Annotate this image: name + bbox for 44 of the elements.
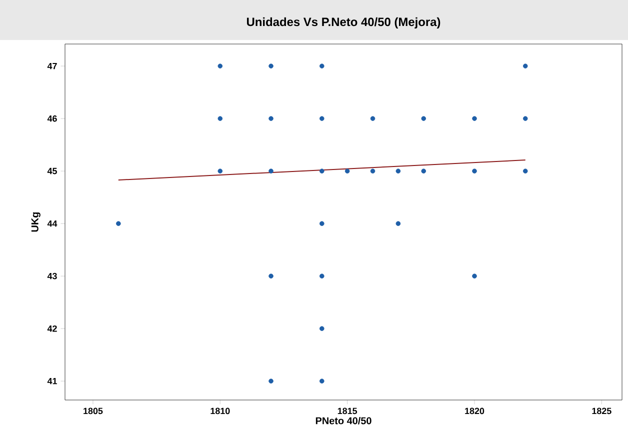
point [421, 116, 426, 121]
chart-title: Unidades Vs P.Neto 40/50 (Mejora) [246, 17, 440, 29]
point [218, 168, 223, 174]
point [319, 168, 324, 174]
point [319, 274, 324, 278]
y-tick-label: 42 [47, 325, 57, 332]
y-tick-label: 46 [47, 115, 57, 122]
point [319, 326, 324, 331]
point [218, 64, 223, 68]
y-tick-label: 41 [47, 378, 57, 384]
point [319, 116, 324, 121]
point [319, 221, 324, 226]
x-tick-label: 1810 [210, 408, 230, 414]
point [396, 221, 401, 226]
y-tick-label: 45 [47, 168, 57, 174]
y-axis-title: UKg [31, 212, 40, 232]
point [218, 116, 223, 121]
point [472, 274, 477, 278]
x-axis-title: PNeto 40/50 [316, 416, 372, 424]
x-tick-label: 1825 [592, 408, 612, 414]
point [319, 378, 324, 384]
point [472, 116, 477, 121]
point [268, 274, 274, 278]
x-tick-label: 1820 [465, 408, 484, 414]
point [396, 168, 401, 174]
point [472, 168, 477, 174]
point [522, 116, 528, 121]
point [370, 168, 376, 174]
point [116, 221, 121, 226]
point [421, 168, 426, 174]
point [370, 116, 376, 121]
point [268, 116, 274, 121]
y-tick-label: 44 [47, 220, 58, 227]
x-tick-label: 1805 [84, 408, 103, 414]
point [268, 168, 274, 174]
point [522, 168, 528, 174]
x-tick-label: 1815 [338, 408, 358, 414]
y-tick-label: 47 [47, 62, 57, 70]
point [268, 64, 274, 68]
point [268, 378, 274, 384]
point [319, 64, 324, 68]
y-tick-label: 43 [47, 272, 57, 280]
point [344, 168, 350, 174]
point [522, 64, 528, 68]
